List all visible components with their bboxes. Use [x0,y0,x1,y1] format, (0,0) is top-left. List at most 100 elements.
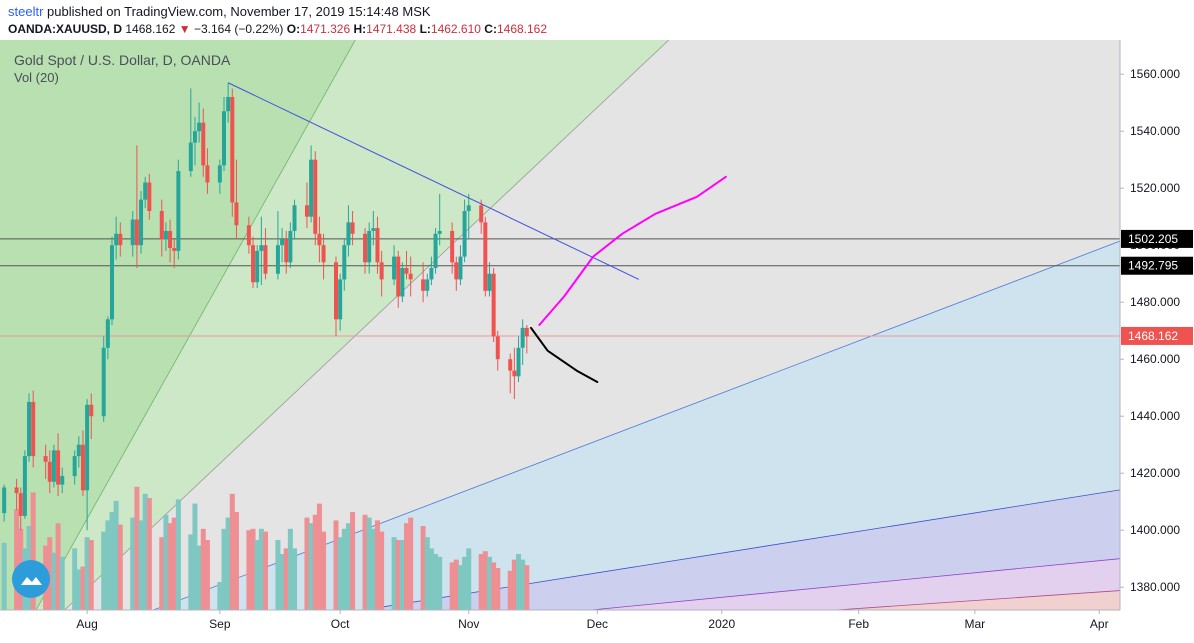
price-tick-label: 1420.000 [1130,466,1180,480]
volume-bar [457,565,463,610]
candle-body [197,122,202,132]
tradingview-logo-icon[interactable] [12,560,50,598]
candle-body [350,222,355,234]
volume-bar [292,548,298,610]
author-link[interactable]: steeltr [8,4,44,19]
candle-body [130,219,135,246]
candle-body [275,245,280,274]
volume-bar [47,537,53,610]
candle-body [251,245,256,283]
candle-body [110,245,114,320]
candle-body [14,487,19,494]
trendline [227,82,640,280]
tradingview-logo-mark [21,577,42,585]
volume-bar [80,566,86,610]
volume-bar [279,554,285,610]
time-tick-label: Dec [587,617,608,631]
volume-bar [287,528,293,610]
candle-body [288,230,293,263]
volume-bar [337,537,343,610]
volume-bar [30,492,36,610]
volume-bar [225,517,231,610]
volume-bar [495,568,501,610]
candle-body [143,182,148,200]
candle-body [27,401,32,457]
candle-body [408,273,413,280]
volume-bar [524,565,530,610]
volume-bar [312,514,318,610]
candle-body [259,245,264,251]
volume-bar [395,540,401,610]
magenta-projection-path [538,175,727,326]
volume-bar [408,517,414,610]
volume-bar [449,562,455,610]
candle-body [450,230,455,263]
volume-bar [507,570,513,610]
volume-bar [221,528,227,610]
candle-body [516,347,521,377]
candle-body [85,404,90,491]
volume-bar [200,528,206,610]
black-projection-path [530,326,599,383]
price-tick-label: 1540.000 [1130,124,1180,138]
candle-body [18,493,23,516]
candle-body [508,359,513,371]
candle-body [379,262,384,280]
candle-body [263,245,268,274]
volume-bar [370,528,376,610]
fan-band [36,40,669,610]
close-label: C: [484,22,497,36]
candle-body [201,122,206,166]
price-label-text: 1468.162 [1128,329,1178,343]
volume-bar [262,531,268,610]
volume-bar [308,523,314,610]
price-axis: 1380.000 1400.000 1420.000 1440.000 1460.000… [1119,40,1194,643]
close-value: 1468.162 [496,22,548,36]
price-chart[interactable]: 1380.000 1400.000 1420.000 1440.000 1460.000… [0,40,1194,643]
candle-body [101,347,106,417]
time-tick-label: Aug [76,617,97,631]
candle-body [284,239,289,263]
volume-bar [117,524,123,610]
candle-body [255,250,260,283]
volume-bar [171,517,177,610]
volume-bar [362,514,368,610]
candle-body [280,239,285,246]
volume-bar [345,523,351,610]
candle-body [466,205,471,211]
candle-body [495,336,500,360]
volume-bar [491,562,497,610]
volume-bar [142,493,148,610]
volume-bar [76,569,82,610]
volume-bar [254,540,260,610]
volume-bar [486,556,492,610]
open-value: 1471.326 [300,22,351,36]
candle-body [205,165,210,183]
volume-bar [466,548,472,610]
time-tick-label: Mar [964,617,985,631]
volume-bar [59,556,65,610]
volume-bar [275,540,281,610]
time-axis: Aug Sep Oct Nov Dec 2020 Feb Mar Apr [0,609,1120,643]
volume-bar [101,531,107,610]
volume-bar [14,509,20,610]
candle-body [222,111,226,166]
candle-body [375,228,380,263]
volume-bar [520,559,526,610]
quote-line: OANDA:XAUUSD, D 1468.162 ▼ −3.164 (−0.22… [8,22,547,36]
symbol-label: OANDA:XAUUSD, D [8,22,122,36]
volume-bar [316,503,322,610]
legend-title: Gold Spot / U.S. Dollar, D, OANDA [14,52,231,68]
candle-body [425,279,430,291]
plot-area [0,40,1120,610]
chart-header: steeltr published on TradingView.com, No… [0,0,1194,40]
candle-body [139,199,144,246]
volume-bar [88,540,94,610]
time-tick-label: Feb [848,617,869,631]
candle-body [454,262,459,280]
candle-body [60,476,65,485]
candle-body [172,248,177,251]
candle-body [147,182,152,211]
price-tick-label: 1560.000 [1130,67,1180,81]
candle-body [163,230,168,240]
